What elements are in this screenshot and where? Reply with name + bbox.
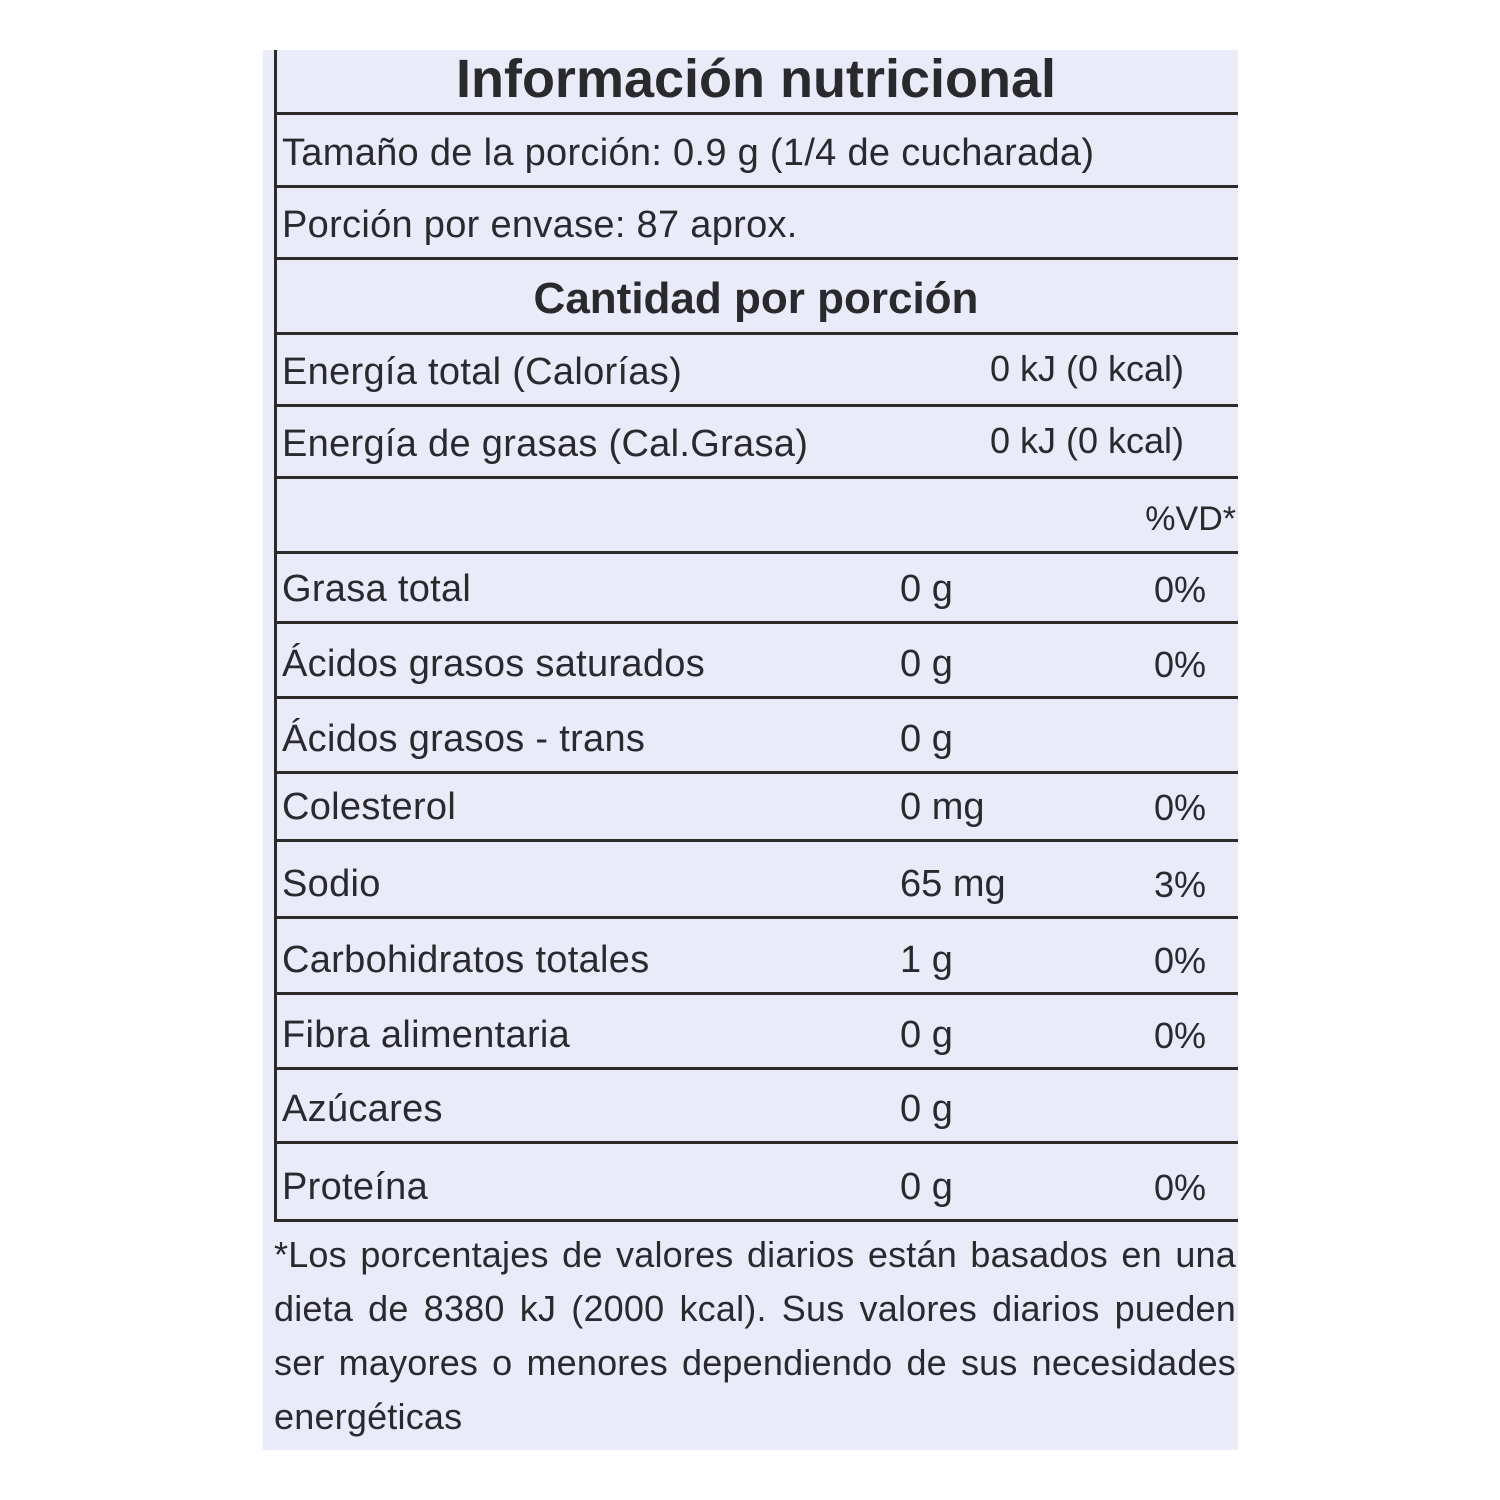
- nutrient-dv: 0%: [1153, 1015, 1206, 1056]
- footnote: *Los porcentajes de valores diarios está…: [274, 1234, 1236, 1437]
- nutrient-row: Grasa total 0 g 0%: [274, 554, 1238, 624]
- nutrient-row: Ácidos grasos - trans 0 g: [274, 699, 1238, 774]
- nutrient-row: Fibra alimentaria 0 g 0%: [274, 995, 1238, 1070]
- nutrient-row: Ácidos grasos saturados 0 g 0%: [274, 624, 1238, 699]
- servings-row: Porción por envase: 87 aprox.: [274, 188, 1238, 260]
- nutrient-row: Sodio 65 mg 3%: [274, 842, 1238, 919]
- nutrient-amount: 0 g: [900, 1014, 953, 1056]
- nutrient-label: Proteína: [282, 1166, 429, 1208]
- nutrient-label: Sodio: [282, 863, 381, 905]
- left-border: [274, 50, 277, 1220]
- serving-size-row: Tamaño de la porción: 0.9 g (1/4 de cuch…: [274, 115, 1238, 188]
- energy-row: Energía total (Calorías) 0 kJ (0 kcal): [274, 335, 1238, 407]
- nutrient-label: Fibra alimentaria: [282, 1014, 571, 1056]
- nutrient-label: Grasa total: [282, 568, 472, 610]
- amount-header-row: Cantidad por porción: [274, 260, 1238, 335]
- nutrient-amount: 0 g: [900, 568, 953, 610]
- title-row: Información nutricional: [274, 49, 1238, 115]
- fat-energy-row: Energía de grasas (Cal.Grasa) 0 kJ (0 kc…: [274, 407, 1238, 479]
- fat-energy-value: 0 kJ (0 kcal): [989, 420, 1184, 461]
- nutrient-amount: 65 mg: [900, 863, 1006, 905]
- amount-header: Cantidad por porción: [533, 274, 979, 323]
- nutrient-amount: 0 g: [900, 643, 953, 685]
- nutrient-label: Ácidos grasos - trans: [282, 718, 646, 760]
- nutrient-dv: 0%: [1153, 569, 1206, 610]
- nutrient-dv: 0%: [1153, 787, 1206, 828]
- nutrient-row: Carbohidratos totales 1 g 0%: [274, 919, 1238, 995]
- nutrient-amount: 0 g: [900, 718, 953, 760]
- energy-label: Energía total (Calorías): [282, 351, 683, 393]
- dv-header-row: %VD*: [274, 479, 1238, 554]
- nutrient-amount: 0 g: [900, 1166, 953, 1208]
- nutrient-label: Ácidos grasos saturados: [282, 643, 706, 685]
- nutrient-dv: 0%: [1153, 940, 1206, 981]
- nutrient-amount: 0 g: [900, 1088, 953, 1130]
- nutrient-label: Azúcares: [282, 1088, 443, 1130]
- nutrient-row: Colesterol 0 mg 0%: [274, 774, 1238, 842]
- dv-header: %VD*: [1145, 500, 1236, 538]
- nutrient-amount: 0 mg: [900, 786, 985, 828]
- nutrient-dv: 3%: [1153, 864, 1206, 905]
- nutrient-row: Proteína 0 g 0%: [274, 1144, 1238, 1222]
- nutrient-label: Colesterol: [282, 786, 457, 828]
- nutrition-label: [263, 50, 1238, 1450]
- fat-energy-label: Energía de grasas (Cal.Grasa): [282, 423, 809, 465]
- serving-size: Tamaño de la porción: 0.9 g (1/4 de cuch…: [282, 132, 1095, 174]
- nutrient-dv: 0%: [1153, 1167, 1206, 1208]
- energy-value: 0 kJ (0 kcal): [989, 348, 1184, 389]
- nutrient-amount: 1 g: [900, 939, 953, 981]
- label-title: Información nutricional: [455, 49, 1057, 109]
- nutrient-row: Azúcares 0 g: [274, 1070, 1238, 1144]
- nutrient-label: Carbohidratos totales: [282, 939, 650, 981]
- servings-per-container: Porción por envase: 87 aprox.: [282, 204, 798, 246]
- nutrient-dv: 0%: [1153, 644, 1206, 685]
